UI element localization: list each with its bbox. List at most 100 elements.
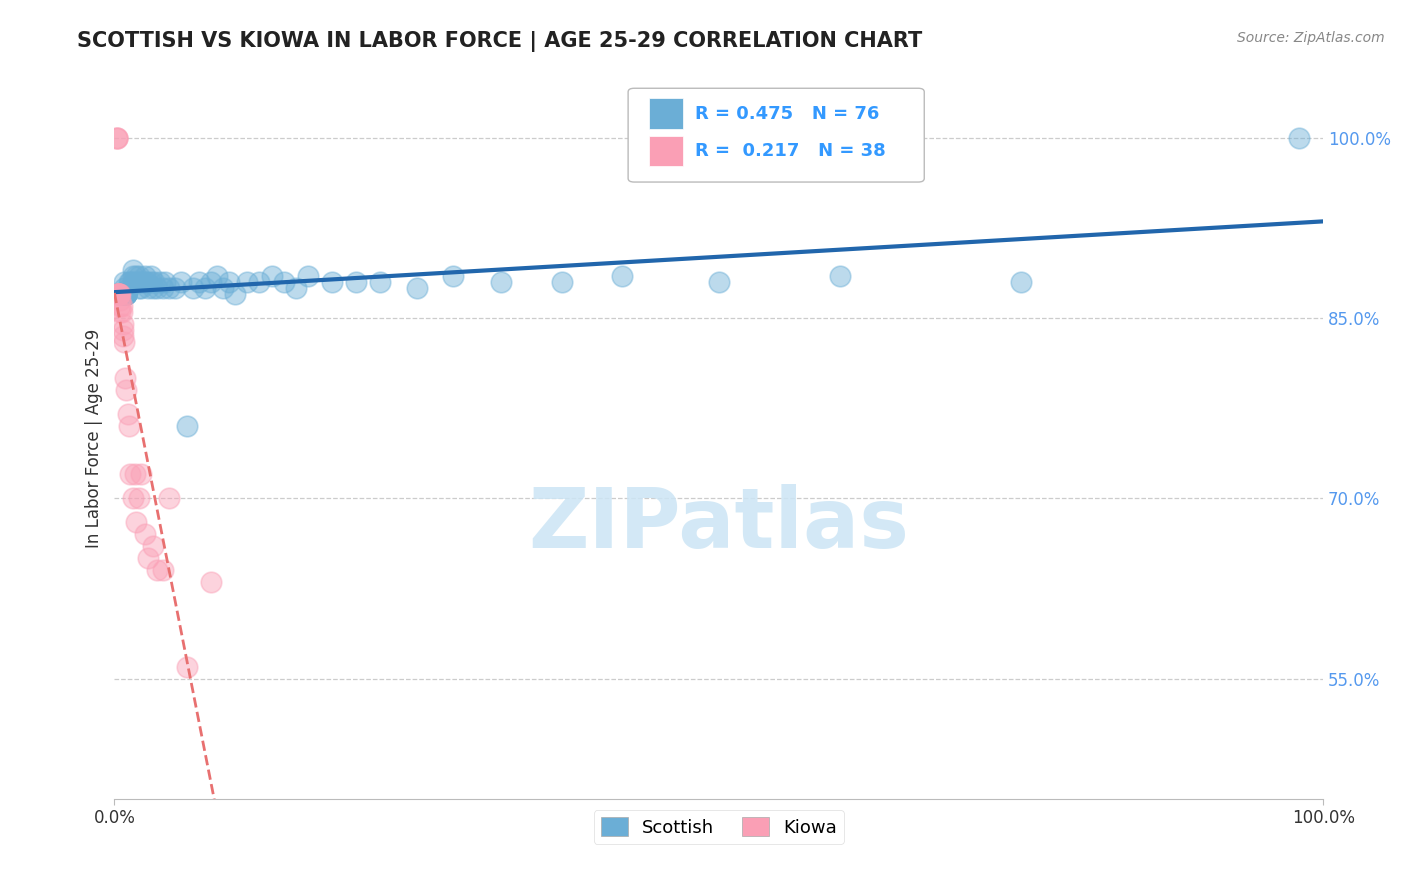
Point xyxy=(1288,130,1310,145)
Text: R = 0.475   N = 76: R = 0.475 N = 76 xyxy=(695,104,879,122)
Point xyxy=(110,286,132,301)
Point xyxy=(112,281,135,295)
Point xyxy=(136,281,159,295)
Point xyxy=(249,275,271,289)
Point xyxy=(134,527,156,541)
Point xyxy=(284,281,307,295)
Point xyxy=(143,275,166,289)
Point xyxy=(111,286,134,301)
Point xyxy=(115,286,138,301)
Point xyxy=(200,575,222,590)
Point xyxy=(149,275,172,289)
Point xyxy=(110,286,132,301)
Point xyxy=(108,286,131,301)
Point xyxy=(118,275,141,289)
Point xyxy=(134,268,156,283)
Legend: Scottish, Kiowa: Scottish, Kiowa xyxy=(593,810,844,844)
Point xyxy=(139,268,162,283)
Point xyxy=(321,275,343,289)
Point xyxy=(111,323,134,337)
Point xyxy=(134,275,156,289)
Point xyxy=(115,286,138,301)
Text: SCOTTISH VS KIOWA IN LABOR FORCE | AGE 25-29 CORRELATION CHART: SCOTTISH VS KIOWA IN LABOR FORCE | AGE 2… xyxy=(77,31,922,53)
Point xyxy=(120,467,142,482)
Point xyxy=(107,286,129,301)
Point xyxy=(111,286,134,301)
Point xyxy=(273,275,295,289)
Y-axis label: In Labor Force | Age 25-29: In Labor Force | Age 25-29 xyxy=(86,328,103,548)
Point xyxy=(111,299,134,313)
Point xyxy=(107,286,129,301)
Point xyxy=(145,281,167,295)
Text: R =  0.217   N = 38: R = 0.217 N = 38 xyxy=(695,142,886,160)
Point xyxy=(105,130,128,145)
Point xyxy=(107,286,129,301)
Point xyxy=(129,281,152,295)
Point xyxy=(124,467,146,482)
Point xyxy=(153,275,176,289)
FancyBboxPatch shape xyxy=(648,98,682,128)
Point xyxy=(181,281,204,295)
Text: ZIPatlas: ZIPatlas xyxy=(529,484,910,566)
Point xyxy=(115,286,138,301)
Point xyxy=(405,281,427,295)
Point xyxy=(1010,275,1032,289)
Point xyxy=(111,286,134,301)
Point xyxy=(112,334,135,349)
Point xyxy=(205,268,228,283)
Point xyxy=(131,275,153,289)
Point xyxy=(224,286,246,301)
Point xyxy=(152,563,174,577)
Point xyxy=(115,286,138,301)
Point xyxy=(121,268,143,283)
Point xyxy=(121,491,143,506)
Point xyxy=(110,305,132,319)
Point xyxy=(828,268,851,283)
Point xyxy=(212,281,235,295)
Point xyxy=(108,286,131,301)
Point xyxy=(188,275,211,289)
Point xyxy=(110,286,132,301)
Point xyxy=(142,281,165,295)
Point xyxy=(108,286,131,301)
Point xyxy=(115,286,138,301)
Point xyxy=(110,286,132,301)
Point xyxy=(115,286,138,301)
Point xyxy=(128,268,150,283)
Point xyxy=(112,275,135,289)
Point xyxy=(118,419,141,434)
Point xyxy=(110,293,132,307)
Point xyxy=(110,286,132,301)
Point xyxy=(125,268,148,283)
Point xyxy=(115,383,138,397)
Point xyxy=(218,275,240,289)
Point xyxy=(107,286,129,301)
Point xyxy=(121,275,143,289)
Point xyxy=(142,539,165,553)
Point xyxy=(105,130,128,145)
Point xyxy=(139,275,162,289)
Point xyxy=(111,317,134,331)
Point xyxy=(344,275,367,289)
Point xyxy=(129,467,152,482)
Point xyxy=(110,286,132,301)
Point xyxy=(120,275,142,289)
Point xyxy=(117,407,139,421)
Point xyxy=(441,268,464,283)
Point xyxy=(370,275,392,289)
Point xyxy=(176,419,198,434)
Point xyxy=(111,286,134,301)
Point xyxy=(110,299,132,313)
Point xyxy=(707,275,730,289)
Point xyxy=(170,275,193,289)
Text: Source: ZipAtlas.com: Source: ZipAtlas.com xyxy=(1237,31,1385,45)
Point xyxy=(163,281,186,295)
Point xyxy=(136,551,159,566)
Point xyxy=(115,286,138,301)
Point xyxy=(194,281,217,295)
Point xyxy=(118,281,141,295)
Point xyxy=(176,659,198,673)
Point xyxy=(200,275,222,289)
Point xyxy=(111,329,134,343)
Point xyxy=(145,563,167,577)
